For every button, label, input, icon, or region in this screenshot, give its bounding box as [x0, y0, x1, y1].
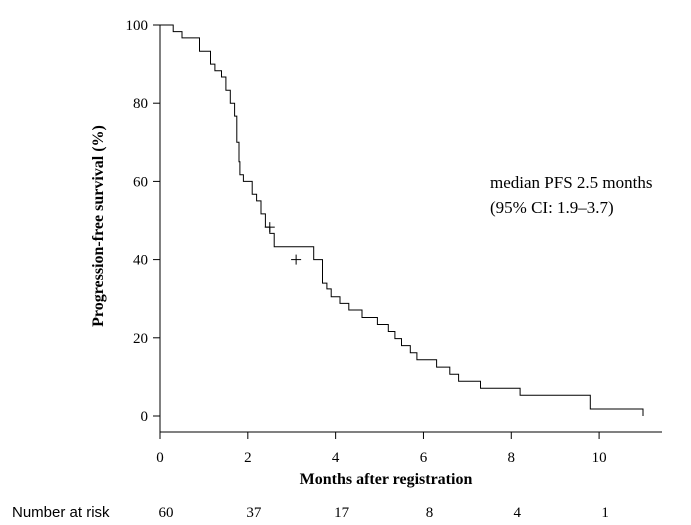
risk-value: 1: [601, 505, 609, 521]
y-tick-label: 0: [141, 409, 149, 425]
x-tick-label: 0: [156, 450, 164, 466]
censor-mark: [264, 222, 275, 233]
x-tick-label: 2: [244, 450, 252, 466]
annotation-median-pfs: median PFS 2.5 months: [490, 173, 652, 192]
x-tick-label: 8: [508, 450, 516, 466]
y-ticks: 0 20 40 60 80 100: [126, 18, 160, 425]
x-tick-label: 6: [420, 450, 428, 466]
y-tick-label: 80: [133, 96, 148, 112]
axes: [159, 25, 662, 433]
y-tick-label: 100: [126, 18, 149, 34]
risk-table-label: Number at risk: [12, 504, 110, 521]
x-ticks: 0 2 4 6 8 10: [156, 432, 607, 466]
risk-table-values: 60 37 17 8 4 1: [159, 505, 609, 521]
y-tick-label: 20: [133, 331, 148, 347]
risk-value: 4: [514, 505, 522, 521]
x-tick-label: 10: [592, 450, 607, 466]
censor-mark: [291, 254, 302, 265]
annotation-ci: (95% CI: 1.9–3.7): [490, 198, 614, 217]
censor-marks: [264, 222, 302, 265]
risk-value: 60: [159, 505, 174, 521]
survival-curve: [160, 24, 644, 416]
y-axis-title: Progression-free survival (%): [90, 125, 107, 327]
x-axis-title: Months after registration: [300, 471, 473, 488]
risk-value: 37: [246, 505, 262, 521]
x-tick-label: 4: [332, 450, 340, 466]
y-tick-label: 40: [133, 253, 148, 269]
risk-value: 17: [334, 505, 350, 521]
y-tick-label: 60: [133, 174, 148, 190]
risk-value: 8: [426, 505, 434, 521]
